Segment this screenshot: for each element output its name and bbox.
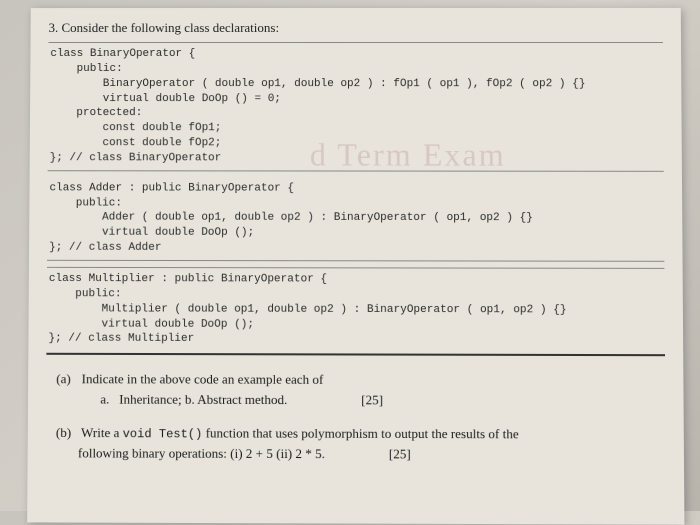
part-b-text-post: function that uses polymorphism to outpu… xyxy=(202,425,518,441)
part-a-label: (a) xyxy=(56,369,78,389)
exam-page: 3. Consider the following class declarat… xyxy=(27,8,684,525)
part-a-sublabel: a. xyxy=(100,391,109,406)
part-a-points: [25] xyxy=(361,390,383,410)
part-b-label: (b) xyxy=(56,423,78,443)
code-block-multiplier: class Multiplier : public BinaryOperator… xyxy=(46,267,665,357)
question-number: 3. xyxy=(49,20,59,35)
question-header: 3. Consider the following class declarat… xyxy=(49,20,663,36)
part-a: (a) Indicate in the above code an exampl… xyxy=(56,369,655,410)
part-b-points: [25] xyxy=(389,444,411,464)
part-b-code: void Test() xyxy=(123,427,203,441)
code-block-binaryoperator: class BinaryOperator { public: BinaryOpe… xyxy=(48,42,664,172)
question-text: Consider the following class declaration… xyxy=(61,20,279,35)
code-block-adder: class Adder : public BinaryOperator { pu… xyxy=(47,177,664,262)
part-a-text: Indicate in the above code an example ea… xyxy=(82,371,324,387)
part-a-subtext: Inheritance; b. Abstract method. xyxy=(119,391,287,407)
part-b-text-pre: Write a xyxy=(81,425,123,440)
part-b-line2: following binary operations: (i) 2 + 5 (… xyxy=(78,445,325,461)
part-b: (b) Write a void Test() function that us… xyxy=(56,423,656,465)
